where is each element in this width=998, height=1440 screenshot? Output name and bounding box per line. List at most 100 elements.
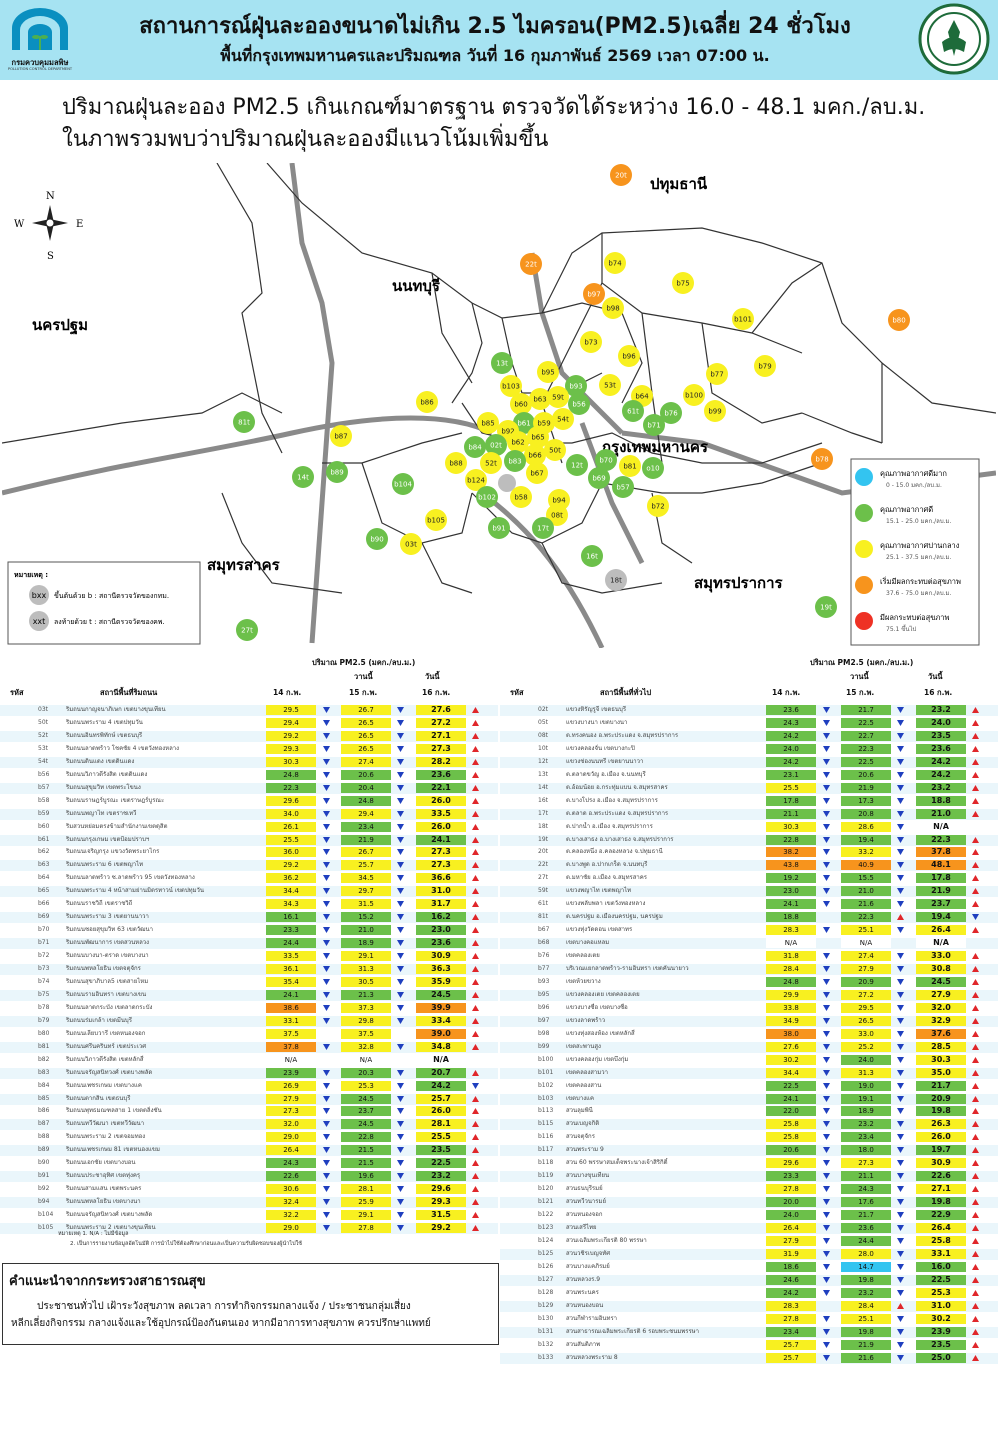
station-marker-b96[interactable] [618, 345, 640, 367]
station-marker-22t[interactable] [520, 253, 542, 275]
station-label-53t: 53t [604, 382, 616, 390]
trend-down-icon [823, 1069, 830, 1076]
station-marker-b88[interactable] [445, 452, 467, 474]
station-marker-b80[interactable] [888, 309, 910, 331]
station-marker-b62[interactable] [507, 431, 529, 453]
station-marker-b72[interactable] [647, 495, 669, 517]
station-marker-16t[interactable] [581, 545, 603, 567]
station-marker-b98[interactable] [602, 297, 624, 319]
value-today: 29.2 [416, 1223, 466, 1233]
station-name: ริมถนนอินทรพิทักษ์ เขตธนบุรี [66, 731, 143, 739]
station-marker-b67[interactable] [526, 462, 548, 484]
station-marker-50t[interactable] [544, 439, 566, 461]
station-name: ริมสวนหย่อมตรงข้ามสำนักงานเขตดุสิต [66, 822, 168, 830]
station-marker-b86[interactable] [416, 391, 438, 413]
legend-label-1: คุณภาพอากาศดี [880, 505, 933, 514]
station-code: b123 [538, 1224, 554, 1231]
station-marker-b57[interactable] [612, 476, 634, 498]
station-marker-b103[interactable] [500, 375, 522, 397]
station-marker-b87[interactable] [330, 425, 352, 447]
station-marker-03t[interactable] [400, 533, 422, 555]
station-marker-81t[interactable] [233, 411, 255, 433]
station-marker-o10[interactable] [642, 457, 664, 479]
value-14feb: 30.3 [766, 821, 816, 832]
station-marker-b58[interactable] [510, 486, 532, 508]
station-marker-b104[interactable] [392, 473, 414, 495]
station-marker-b71[interactable] [643, 414, 665, 436]
trend-down-icon [323, 1004, 330, 1011]
value-14feb: 24.3 [266, 1158, 316, 1169]
station-marker-b84[interactable] [464, 436, 486, 458]
station-marker-b69[interactable] [588, 467, 610, 489]
station-marker-b75[interactable] [672, 272, 694, 294]
station-marker-b65[interactable] [527, 426, 549, 448]
station-marker-59t[interactable] [547, 386, 569, 408]
station-marker-b91[interactable] [488, 517, 510, 539]
station-marker-14t[interactable] [292, 466, 314, 488]
table-row: b86 ริมถนนพุทธมณฑลสาย 1 เขตตลิ่งชัน 27.3 23… [0, 1106, 498, 1118]
station-name: สวนจตุจักร [566, 1133, 595, 1141]
station-marker-b85[interactable] [477, 412, 499, 434]
station-marker-12t[interactable] [566, 454, 588, 476]
station-marker-b56[interactable] [568, 393, 590, 415]
station-marker-b100[interactable] [683, 384, 705, 406]
station-marker-b89[interactable] [326, 461, 348, 483]
station-marker-b74[interactable] [604, 252, 626, 274]
station-marker-b83[interactable] [504, 450, 526, 472]
trend-down-icon [397, 836, 404, 843]
station-marker-b60[interactable] [510, 393, 532, 415]
station-marker-17t[interactable] [532, 517, 554, 539]
station-marker-b81[interactable] [619, 455, 641, 477]
value-14feb: 37.8 [266, 1041, 316, 1052]
station-marker-b73[interactable] [580, 331, 602, 353]
station-marker-02t[interactable] [485, 434, 507, 456]
table-row: 16t ต.บางโปรง อ.เมือง จ.สมุทรปราการ 17.8 17… [500, 795, 998, 807]
station-marker-b97[interactable] [583, 283, 605, 305]
station-marker-b105[interactable] [425, 509, 447, 531]
station-marker-b124[interactable] [465, 469, 487, 491]
value-14feb: 31.8 [766, 951, 816, 962]
station-label-b124: b124 [467, 477, 485, 485]
value-today: 29.3 [416, 1197, 466, 1208]
trend-down-icon [323, 758, 330, 765]
station-marker-b70[interactable] [595, 449, 617, 471]
station-marker-b79[interactable] [754, 355, 776, 377]
station-code: b101 [538, 1068, 554, 1076]
station-name: เขตคลองเตย [566, 952, 600, 960]
station-marker-b63[interactable] [529, 388, 551, 410]
table-row: b95 แขวงคลองเตย เขตคลองเตย 29.9 27.2 27.9 [500, 989, 998, 1001]
trend-up-icon [972, 1082, 979, 1089]
station-marker-b101[interactable] [732, 308, 754, 330]
station-map: N S W E ปทุมธานี นนทบุรี นครปฐม กรุงเทพม… [2, 163, 996, 648]
station-marker-b95[interactable] [537, 361, 559, 383]
station-marker-61t[interactable] [622, 400, 644, 422]
station-marker-19t[interactable] [815, 596, 837, 618]
station-marker-b66[interactable] [524, 444, 546, 466]
value-today: 32.0 [916, 1002, 966, 1013]
station-marker-18t[interactable] [605, 569, 627, 591]
trend-none-icon [472, 1057, 479, 1063]
trend-down-icon [323, 914, 330, 921]
station-name: ริมถนนลาดพร้าว ซ.ลาดพร้าว 95 เขตวังทองหล… [66, 874, 195, 882]
value-yesterday: 29.7 [341, 886, 391, 897]
station-marker-08t[interactable] [546, 504, 568, 526]
trend-down-icon [323, 927, 330, 934]
station-marker-b99[interactable] [704, 400, 726, 422]
station-marker-b93[interactable] [565, 375, 587, 397]
station-marker-b102[interactable] [476, 486, 498, 508]
trend-up-icon [972, 719, 979, 726]
station-name: แขวงคลองจั่น เขตบางกะปิ [566, 744, 635, 752]
value-today: 19.4 [916, 912, 966, 923]
station-marker-20t[interactable] [610, 164, 632, 186]
station-marker-b76[interactable] [660, 402, 682, 424]
station-marker-52t[interactable] [480, 452, 502, 474]
station-label-b94: b94 [552, 497, 566, 505]
station-marker-27t[interactable] [236, 619, 258, 641]
station-marker-b90[interactable] [366, 528, 388, 550]
station-marker-13t[interactable] [491, 352, 513, 374]
value-14feb: 25.8 [766, 1119, 816, 1130]
station-marker-54t[interactable] [552, 408, 574, 430]
station-marker-53t[interactable] [599, 374, 621, 396]
station-marker-b77[interactable] [706, 363, 728, 385]
station-marker-b78[interactable] [811, 448, 833, 470]
